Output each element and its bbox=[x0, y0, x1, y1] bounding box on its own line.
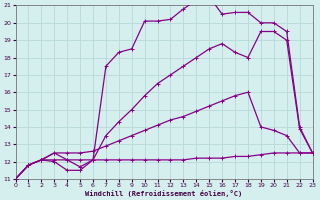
X-axis label: Windchill (Refroidissement éolien,°C): Windchill (Refroidissement éolien,°C) bbox=[85, 190, 243, 197]
